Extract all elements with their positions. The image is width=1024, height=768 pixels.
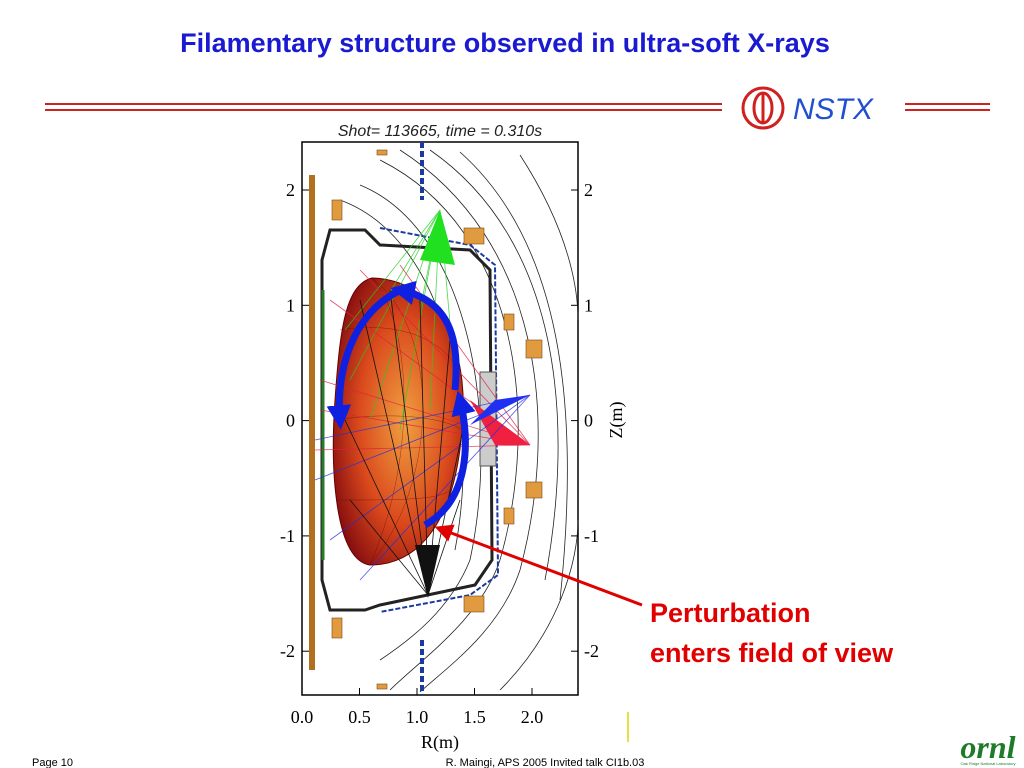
y-tick-label: -2 — [584, 641, 599, 661]
coils — [331, 149, 543, 690]
y-tick-label: 0 — [286, 411, 295, 431]
nstx-logo-text: NSTX — [793, 93, 874, 126]
y-tick-label: -1 — [584, 526, 599, 546]
flow-arrows — [326, 280, 476, 529]
figure-caption: Shot= 113665, time = 0.310s — [338, 123, 542, 140]
page-number: Page 10 — [32, 757, 73, 768]
vessel-wall — [309, 142, 500, 695]
y-tick-label: -1 — [280, 526, 295, 546]
y-tick-label: 2 — [286, 180, 295, 200]
x-tick-label: 0.5 — [348, 707, 371, 727]
annotation-line: enters field of view — [650, 638, 894, 668]
header-rule — [45, 103, 990, 111]
plot-frame — [301, 141, 579, 696]
green-cone — [420, 210, 455, 265]
ornl-logo: ornl — [960, 729, 1015, 765]
ornl-subtext: Oak Ridge National Laboratory — [961, 761, 1016, 766]
footer-citation: R. Maingi, APS 2005 Invited talk CI1b.03 — [446, 757, 645, 768]
y-tick-label: 1 — [286, 295, 295, 315]
slide-title: Filamentary structure observed in ultra-… — [180, 28, 830, 58]
y-tick-label: -2 — [280, 641, 295, 661]
figure: Shot= 113665, time = 0.310s — [280, 123, 627, 753]
y-tick-label: 1 — [584, 295, 593, 315]
x-axis-title: R(m) — [421, 732, 459, 753]
annotation-arrow — [434, 524, 643, 607]
y-tick-label: 2 — [584, 180, 593, 200]
nstx-logo-mark — [741, 86, 785, 130]
x-tick-label: 1.0 — [406, 707, 429, 727]
blue-cone — [470, 395, 530, 425]
x-tick-label: 2.0 — [521, 707, 544, 727]
black-cone — [415, 545, 440, 598]
x-tick-label: 0.0 — [291, 707, 314, 727]
x-tick-label: 1.5 — [463, 707, 486, 727]
y-tick-label: 0 — [584, 411, 593, 431]
annotation-line: Perturbation — [650, 598, 811, 628]
y-axis-title: Z(m) — [606, 402, 627, 439]
